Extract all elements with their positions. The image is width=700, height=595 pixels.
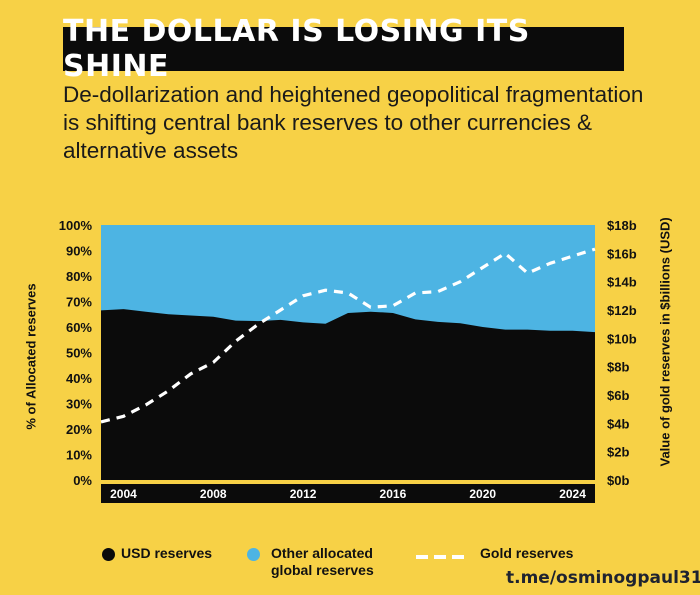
gold-reserves-line — [100, 247, 596, 424]
y-tick-label-right: $10b — [607, 331, 637, 346]
x-tick-label: 2016 — [380, 487, 407, 501]
y-tick-label-right: $6b — [607, 388, 629, 403]
y-axis-label-right: Value of gold reserves in $billions (USD… — [657, 217, 673, 467]
legend-gold-swatch — [416, 546, 470, 562]
legend-item-usd: USD reserves — [102, 545, 212, 561]
y-tick-label-left: 80% — [66, 269, 92, 284]
legend-other-label-line1: Other allocated — [271, 545, 373, 561]
x-tick-label: 2012 — [290, 487, 317, 501]
x-tick-label: 2020 — [469, 487, 496, 501]
y-tick-label-right: $4b — [607, 416, 629, 431]
legend-usd-label: USD reserves — [121, 545, 213, 561]
x-tick-label: 2008 — [200, 487, 227, 501]
legend-other-label-line2: global reserves — [271, 562, 374, 578]
y-tick-label-left: 20% — [66, 422, 92, 437]
y-tick-label-left: 50% — [66, 346, 92, 361]
y-tick-label-right: $0b — [607, 473, 629, 488]
legend-gold-label: Gold reserves — [480, 545, 574, 561]
y-tick-label-left: 0% — [73, 473, 92, 488]
y-tick-label-right: $16b — [607, 246, 637, 261]
y-tick-label-left: 10% — [66, 448, 92, 463]
y-tick-label-right: $12b — [607, 303, 637, 318]
legend-other-swatch — [247, 548, 260, 561]
y-tick-label-right: $2b — [607, 445, 629, 460]
chart-title: THE DOLLAR IS LOSING ITS SHINE — [63, 14, 530, 84]
y-axis-label-left: % of Allocated reserves — [23, 283, 39, 430]
x-axis-band — [101, 484, 595, 503]
y-tick-label-left: 60% — [66, 320, 92, 335]
watermark: t.me/osminogpaul31 — [506, 568, 700, 588]
chart-subtitle: De-dollarization and heightened geopolit… — [63, 82, 644, 163]
x-tick-label: 2004 — [110, 487, 137, 501]
y-tick-label-left: 40% — [66, 371, 92, 386]
y-tick-label-left: 70% — [66, 295, 92, 310]
y-tick-label-right: $18b — [607, 218, 637, 233]
y-tick-label-left: 100% — [59, 218, 93, 233]
usd-reserves-area — [101, 309, 595, 480]
x-tick-label: 2024 — [559, 487, 586, 501]
y-tick-label-left: 30% — [66, 397, 92, 412]
legend-item-gold: Gold reserves — [416, 545, 573, 562]
y-tick-label-right: $14b — [607, 275, 637, 290]
legend-usd-swatch — [102, 547, 115, 561]
y-tick-label-left: 90% — [66, 244, 92, 259]
title-box: THE DOLLAR IS LOSING ITS SHINE — [63, 14, 624, 84]
y-tick-label-right: $8b — [607, 360, 629, 375]
